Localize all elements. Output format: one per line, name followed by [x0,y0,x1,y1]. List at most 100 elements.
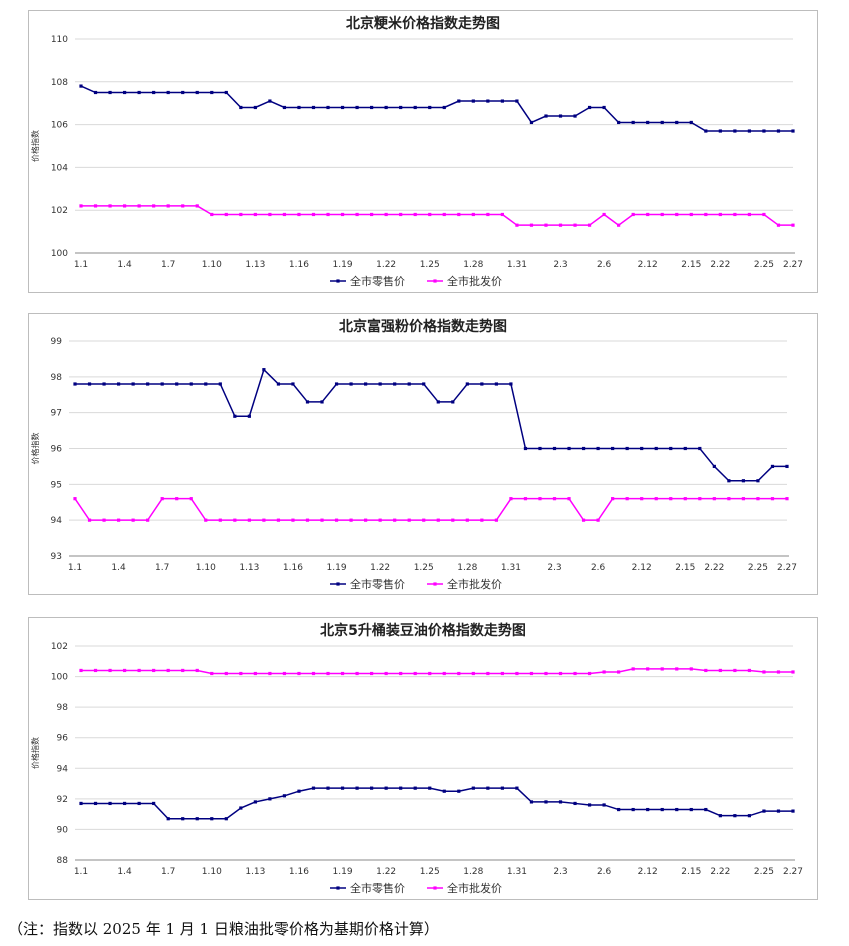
y-tick-label: 98 [51,373,63,383]
x-tick-label: 2.25 [748,563,768,573]
series-wholesale [73,497,789,522]
data-point [791,670,795,674]
data-point [340,671,345,676]
data-point [233,518,237,522]
data-point [515,786,519,790]
data-point [384,671,388,676]
legend-item: 全市批发价 [427,274,502,288]
data-point [204,382,208,386]
data-point [558,114,563,118]
data-point [756,497,760,501]
y-tick-label: 106 [51,121,68,131]
data-point [675,807,679,812]
data-point [239,212,243,217]
data-point [326,786,330,790]
data-point [224,90,228,95]
data-point [282,105,287,110]
data-point [602,803,606,807]
data-point [262,368,266,372]
data-point [384,212,388,217]
data-point [349,382,353,386]
data-point [471,99,475,103]
data-point [247,414,251,418]
data-point [741,479,746,483]
data-point [587,223,592,227]
data-point [137,204,141,208]
data-point [87,518,92,522]
legend-marker [336,279,340,283]
data-point [762,212,766,217]
data-point [509,497,513,501]
data-point [253,671,257,676]
data-point [355,786,359,790]
data-point [370,671,374,676]
data-point [262,518,266,522]
data-point [326,105,330,110]
legend-label: 全市零售价 [350,881,405,895]
x-tick-label: 1.31 [507,867,527,877]
y-tick-label: 108 [51,78,68,88]
data-point [500,99,504,103]
y-tick-label: 96 [57,734,69,744]
data-point [276,382,281,386]
data-point [747,129,752,133]
data-point [210,671,214,676]
data-point [573,223,577,227]
data-point [268,212,272,217]
data-point [334,518,339,522]
data-point [471,671,475,676]
series-line [81,787,793,820]
x-tick-label: 2.27 [777,563,797,573]
x-tick-label: 2.22 [704,563,724,573]
legend-label: 全市零售价 [350,274,405,288]
data-point [617,670,621,674]
data-point [131,518,135,522]
data-point [689,212,693,217]
data-point [675,120,679,125]
data-point [689,807,693,812]
x-tick-label: 2.12 [632,563,652,573]
data-point [218,518,222,522]
data-point [596,518,600,522]
soybean-oil-price-index-chart: 北京5升桶装豆油价格指数走势图 88 90 92 94 96 98 100 102 1.1 1.4 1… [30,622,803,895]
data-point [268,671,272,676]
data-point [108,90,112,95]
data-point [718,212,722,217]
data-point [152,204,156,208]
data-point [355,671,359,676]
data-point [407,518,411,522]
data-point [137,668,141,673]
data-point [480,382,484,386]
data-point [160,497,164,501]
data-point [282,212,287,217]
data-point [340,212,345,217]
data-point [660,667,664,671]
data-point [239,105,243,110]
y-tick-label: 100 [51,673,68,683]
data-point [108,668,112,673]
data-point [791,809,795,813]
data-point [384,105,388,110]
data-point [494,382,498,386]
data-point [646,120,650,125]
x-tick-label: 1.1 [68,563,82,573]
data-point [515,99,519,103]
data-point [486,99,490,103]
data-point [698,446,702,451]
series-line [74,497,787,521]
data-point [587,803,592,807]
data-point [733,814,737,818]
data-point [596,446,600,451]
data-point [137,90,141,95]
data-point [451,400,455,404]
data-point [204,518,208,522]
y-tick-label: 92 [57,795,68,805]
series-wholesale [79,667,795,676]
data-point [393,518,397,522]
x-tick-label: 1.10 [202,260,222,270]
data-point [239,806,243,810]
data-point [195,90,199,95]
series-retail [73,368,789,483]
data-point [276,518,281,522]
x-tick-label: 2.12 [638,867,658,877]
